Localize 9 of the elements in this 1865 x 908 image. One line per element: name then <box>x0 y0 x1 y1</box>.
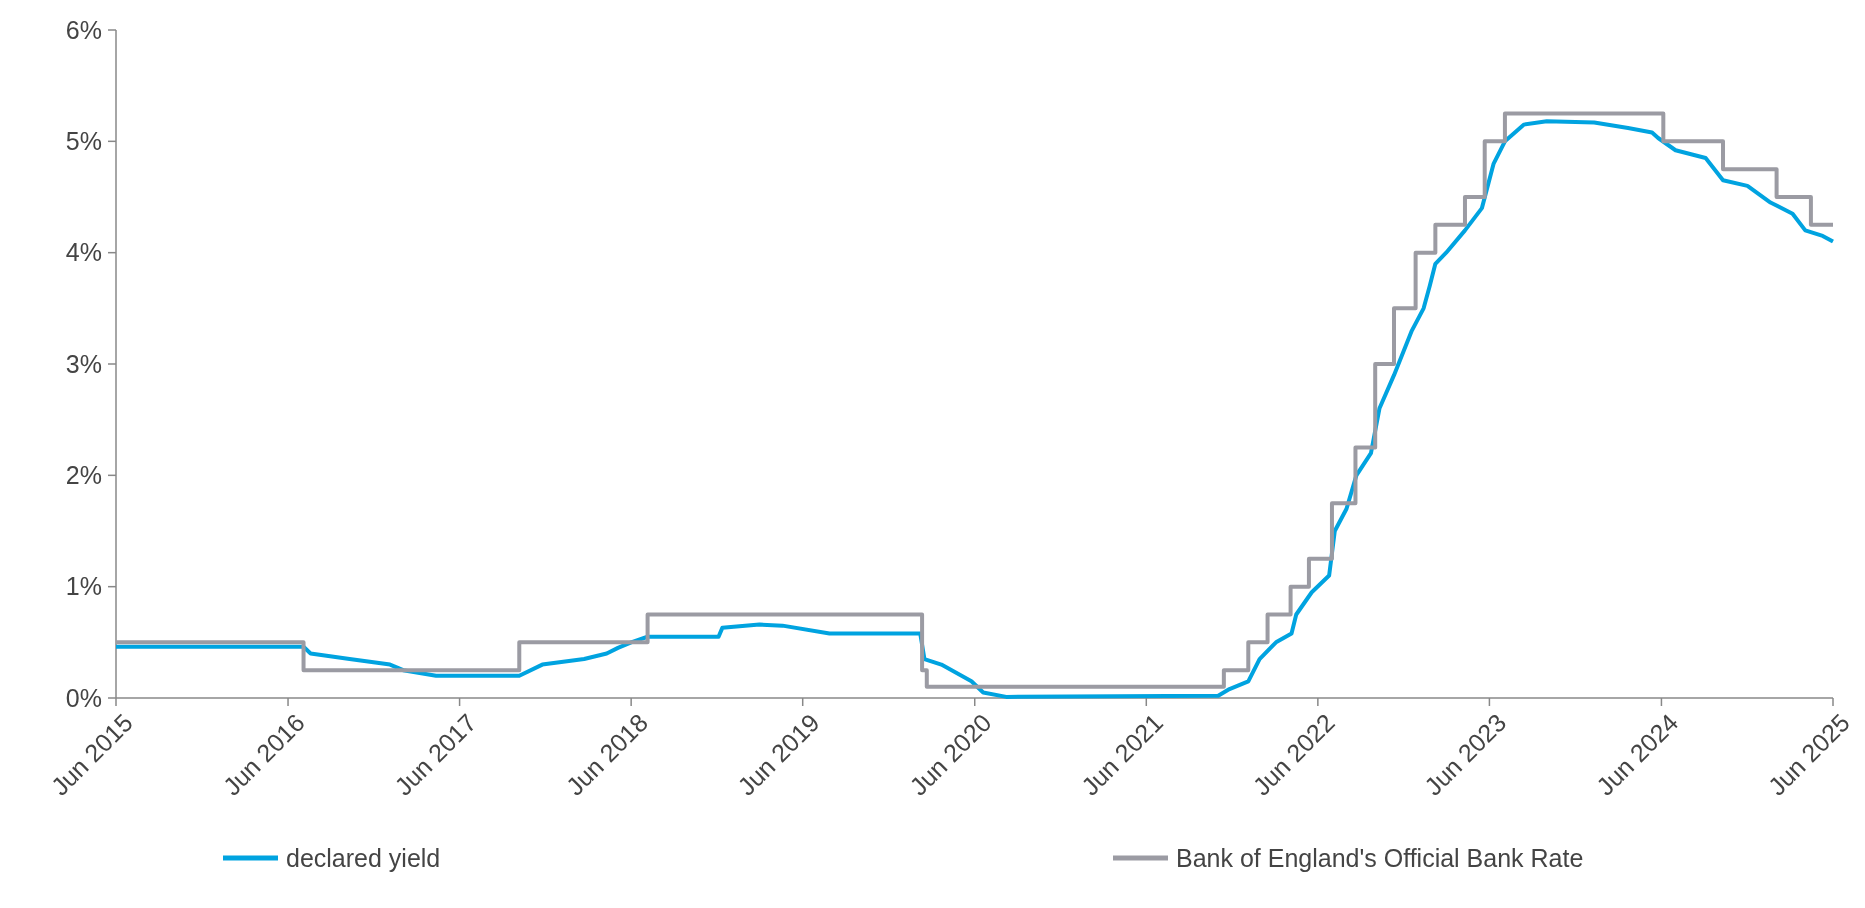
y-tick-label: 5% <box>65 127 102 156</box>
y-tick-label: 1% <box>65 572 102 601</box>
y-tick-label: 6% <box>65 15 102 44</box>
y-tick-label: 4% <box>65 238 102 267</box>
y-tick-label: 3% <box>65 349 102 378</box>
legend-label: Bank of England's Official Bank Rate <box>1176 843 1584 872</box>
legend-label: declared yield <box>286 843 441 872</box>
y-tick-label: 0% <box>65 683 102 712</box>
y-tick-label: 2% <box>65 461 102 490</box>
